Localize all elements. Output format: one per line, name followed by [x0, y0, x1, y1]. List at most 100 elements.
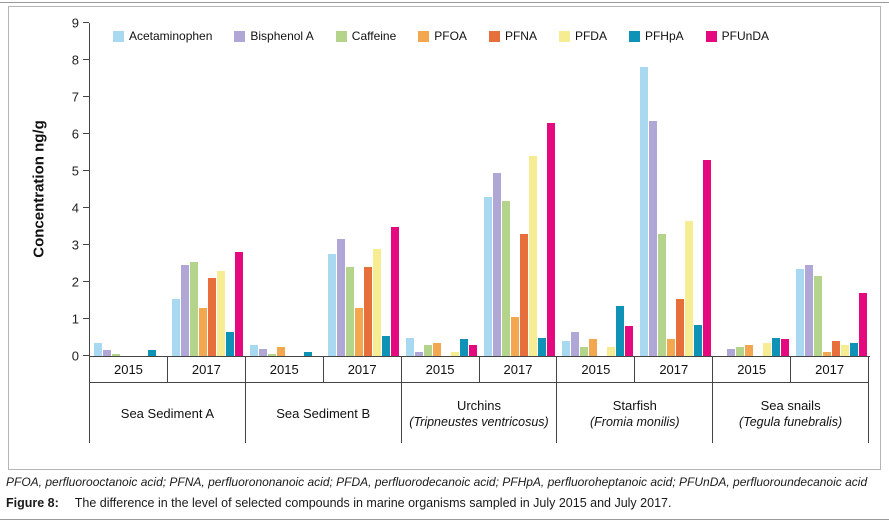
bar-group-sea-snails	[714, 23, 870, 356]
bar-bisphenol-a	[648, 121, 657, 356]
bar-caffeine	[579, 346, 588, 356]
bar-pfoa	[666, 339, 675, 356]
bar-pfhpa	[225, 331, 234, 356]
bar-caffeine	[501, 200, 510, 356]
legend-item-pfda: PFDA	[558, 29, 607, 43]
bar-acetaminophen	[795, 269, 804, 356]
bar-pfunda	[546, 122, 555, 356]
bar-caffeine	[423, 344, 432, 356]
legend-item-pfhpa: PFHpA	[628, 29, 684, 43]
year-label-urchins-2017: 2017	[480, 357, 558, 382]
y-tick-mark	[83, 244, 89, 245]
y-tick-mark	[83, 281, 89, 282]
legend: Acetaminophen Bisphenol A Caffeine PFOA PFNA…	[113, 29, 769, 43]
bar-bisphenol-a	[414, 352, 423, 356]
bar-group-urchins	[402, 23, 558, 356]
group-sublabel: (Tripneustes ventricosus)	[409, 414, 549, 429]
bar-acetaminophen	[249, 344, 258, 356]
bar-acetaminophen	[639, 67, 648, 356]
bar-group-sea-sediment-a	[90, 23, 246, 356]
legend-swatch-pfoa	[418, 30, 430, 42]
bar-pfhpa	[459, 339, 468, 356]
legend-swatch-pfhpa	[628, 30, 640, 42]
bar-pfoa	[744, 344, 753, 356]
bar-caffeine	[189, 261, 198, 356]
year-label-starfish-2015: 2015	[557, 357, 636, 382]
bar-bisphenol-a	[102, 350, 111, 356]
legend-swatch-caffeine	[335, 30, 347, 42]
group-sublabel: (Tegula funebralis)	[739, 414, 843, 429]
bar-bisphenol-a	[180, 265, 189, 356]
y-tick-label-3: 3	[71, 237, 79, 253]
bar-pfoa	[510, 317, 519, 356]
bar-subgroup-sea-sediment-b-2017	[324, 23, 402, 356]
bar-pfda	[762, 343, 771, 356]
legend-label-pfhpa: PFHpA	[644, 29, 684, 43]
bar-pfoa	[588, 339, 597, 356]
legend-swatch-pfunda	[705, 30, 717, 42]
bar-pfunda	[780, 339, 789, 356]
bar-bisphenol-a	[258, 348, 267, 356]
top-divider	[0, 2, 889, 3]
legend-label-pfunda: PFUnDA	[721, 29, 769, 43]
year-label-sea-snails-2017: 2017	[791, 357, 870, 382]
y-tick-label-5: 5	[71, 163, 79, 179]
year-label-sea-sediment-a-2015: 2015	[90, 357, 168, 382]
bar-acetaminophen	[327, 254, 336, 356]
bar-bisphenol-a	[804, 265, 813, 356]
group-name: Sea Sediment A	[120, 405, 215, 421]
figure-caption-label: Figure 8:	[6, 496, 59, 510]
group-name: Sea snails	[760, 397, 821, 413]
year-axis-row: 2015 2017 2015 2017 2015 2017 2015 2017 2015 2017	[89, 357, 870, 383]
bar-acetaminophen	[93, 343, 102, 356]
bar-pfunda	[702, 159, 711, 356]
figure-caption-text: The difference in the level of selected …	[74, 496, 672, 510]
bar-group-sea-sediment-b	[246, 23, 402, 356]
bar-pfunda	[468, 344, 477, 356]
y-tick-mark	[83, 355, 89, 356]
group-axis-row: Sea Sediment A Sea Sediment B Urchins (Trip…	[89, 383, 869, 443]
group-label-sea-sediment-a: Sea Sediment A	[90, 383, 246, 443]
bar-subgroup-sea-snails-2017	[792, 23, 870, 356]
bar-pfoa	[276, 346, 285, 356]
bar-subgroup-sea-snails-2015	[714, 23, 792, 356]
bar-pfna	[831, 341, 840, 356]
bar-caffeine	[345, 267, 354, 356]
year-label-sea-sediment-a-2017: 2017	[168, 357, 246, 382]
bottom-divider	[0, 519, 889, 520]
y-axis: 0 1 2 3 4 5 6 7 8 9	[9, 16, 89, 364]
year-label-sea-snails-2015: 2015	[713, 357, 792, 382]
bar-pfunda	[390, 226, 399, 356]
bar-caffeine	[735, 346, 744, 356]
bar-pfhpa	[771, 337, 780, 356]
bar-subgroup-sea-sediment-a-2017	[168, 23, 246, 356]
bar-pfunda	[624, 326, 633, 356]
bar-bisphenol-a	[492, 172, 501, 356]
bar-acetaminophen	[483, 196, 492, 356]
bar-pfda	[528, 156, 537, 356]
legend-swatch-pfna	[488, 30, 500, 42]
bar-bisphenol-a	[570, 331, 579, 356]
legend-swatch-pfda	[558, 30, 570, 42]
footnote: PFOA, perfluorooctanoic acid; PFNA, perf…	[6, 475, 868, 489]
bar-caffeine	[267, 354, 276, 356]
plot-area	[89, 23, 870, 357]
legend-label-pfna: PFNA	[504, 29, 537, 43]
bar-pfda	[684, 220, 693, 356]
legend-item-pfna: PFNA	[488, 29, 537, 43]
bar-bisphenol-a	[726, 348, 735, 356]
bar-acetaminophen	[561, 341, 570, 356]
bar-subgroup-urchins-2015	[402, 23, 480, 356]
bar-pfhpa	[849, 343, 858, 356]
bar-subgroup-sea-sediment-a-2015	[90, 23, 168, 356]
year-label-sea-sediment-b-2017: 2017	[324, 357, 402, 382]
bar-caffeine	[657, 233, 666, 356]
bar-pfna	[519, 233, 528, 356]
bar-bisphenol-a	[336, 239, 345, 356]
y-tick-label-4: 4	[71, 200, 79, 216]
group-label-sea-snails: Sea snails (Tegula funebralis)	[713, 383, 869, 443]
bar-pfda	[216, 270, 225, 356]
year-label-urchins-2015: 2015	[402, 357, 480, 382]
legend-swatch-acetaminophen	[113, 30, 124, 42]
